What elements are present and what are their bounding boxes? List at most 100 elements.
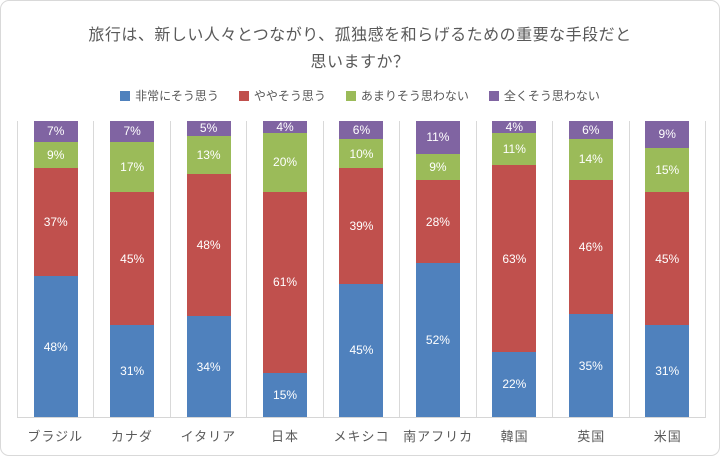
- category-slot: 4% 20% 61% 15%: [246, 121, 322, 417]
- bar-segment-label: 6%: [582, 122, 600, 137]
- stacked-bar: 7% 9% 37% 48%: [33, 121, 78, 417]
- category-axis: ブラジル カナダ イタリア 日本 メキシコ 南アフリカ 韓国 英国 米国: [17, 426, 706, 445]
- bar-segment-label: 9%: [658, 127, 676, 142]
- bar-segment-label: 46%: [578, 239, 603, 254]
- bar-segment-label: 63%: [502, 251, 527, 266]
- category-label: 韓国: [500, 429, 529, 444]
- category-slot: 6% 10% 39% 45%: [322, 121, 399, 417]
- bar-segment-label: 9%: [47, 147, 65, 162]
- legend-item: 全くそう思わない: [488, 87, 600, 104]
- legend-label: 非常にそう思う: [135, 89, 219, 103]
- bar-segment-label: 22%: [502, 377, 527, 392]
- bar-segment: 6%: [568, 121, 613, 139]
- legend-item: ややそう思う: [238, 87, 326, 104]
- category-label: メキシコ: [333, 429, 390, 444]
- bar-segment: 31%: [645, 325, 690, 417]
- bar-segment: 28%: [415, 180, 460, 264]
- bar-segment-label: 37%: [43, 215, 68, 230]
- stacked-bar: 11% 9% 28% 52%: [415, 121, 460, 417]
- bar-segment: 20%: [263, 132, 308, 193]
- bar-segment: 45%: [645, 192, 690, 326]
- bar-segment: 7%: [110, 121, 155, 142]
- bar-segment-label: 11%: [426, 130, 450, 145]
- bar-segment-label: 4%: [276, 119, 294, 134]
- bar-segment: 9%: [645, 121, 690, 148]
- bar-segment-label: 7%: [123, 124, 141, 139]
- bar-segment: 4%: [263, 119, 308, 134]
- bar-segment: 37%: [33, 167, 78, 277]
- legend-item: あまりそう思わない: [345, 87, 469, 104]
- bar-segment: 39%: [339, 168, 384, 284]
- bar-segment: 46%: [568, 179, 613, 315]
- bar-segment-label: 6%: [352, 122, 371, 137]
- stacked-bar: 6% 10% 39% 45%: [339, 121, 384, 417]
- legend-swatch-icon: [488, 90, 499, 101]
- bar-segment: 15%: [645, 147, 690, 193]
- bar-segment-label: 14%: [578, 152, 603, 167]
- bar-segment: 10%: [339, 138, 384, 169]
- bar-segment: 48%: [186, 174, 231, 317]
- stacked-bar: 6% 14% 46% 35%: [568, 121, 613, 417]
- bar-segment-label: 5%: [199, 121, 218, 136]
- bar-segment-label: 10%: [349, 146, 374, 161]
- bar-segment: 63%: [492, 165, 537, 352]
- bar-segment: 7%: [33, 121, 78, 142]
- category-label: 米国: [653, 429, 682, 444]
- bar-segment-label: 39%: [349, 219, 374, 234]
- legend-label: ややそう思う: [253, 89, 326, 103]
- category-label: 英国: [577, 429, 606, 444]
- bar-segment: 22%: [492, 351, 537, 417]
- bar-segment-label: 48%: [43, 339, 68, 354]
- bar-segment-label: 20%: [273, 155, 298, 170]
- category-slot: 11% 9% 28% 52%: [399, 121, 475, 417]
- stacked-bar: 4% 20% 61% 15%: [263, 119, 308, 417]
- plot-area: 7% 9% 37% 48% 7% 17% 45% 31% 5% 13% 48% 34% 4% 20% 61%…: [17, 121, 706, 418]
- bar-segment-label: 48%: [196, 238, 221, 253]
- legend-label: 全くそう思わない: [503, 89, 600, 103]
- legend-swatch-icon: [120, 90, 131, 101]
- bar-segment: 4%: [492, 121, 537, 133]
- category-label: 南アフリカ: [403, 429, 474, 444]
- bar-segment-label: 17%: [120, 159, 145, 174]
- bar-segment-label: 35%: [578, 358, 603, 373]
- category-label: 日本: [270, 429, 299, 444]
- bar-segment-label: 15%: [273, 387, 298, 402]
- bar-segment: 9%: [33, 141, 78, 168]
- category-slot: 7% 9% 37% 48%: [17, 121, 93, 417]
- bar-segment: 61%: [263, 192, 308, 373]
- legend-label: あまりそう思わない: [360, 89, 469, 103]
- stacked-bar: 7% 17% 45% 31%: [110, 121, 155, 417]
- bar-segment-label: 45%: [120, 251, 145, 266]
- chart-title-line2: 思いますか？: [310, 54, 410, 71]
- stacked-bar: 9% 15% 45% 31%: [645, 121, 690, 417]
- bar-segment: 13%: [186, 135, 231, 175]
- legend-swatch-icon: [345, 90, 356, 101]
- bar-segment: 5%: [186, 121, 231, 136]
- bar-segment: 14%: [568, 138, 613, 180]
- stacked-bar: 5% 13% 48% 34%: [186, 121, 231, 417]
- bar-segment: 52%: [415, 263, 460, 417]
- bar-segment-label: 15%: [655, 162, 680, 177]
- bar-segment: 31%: [110, 325, 155, 417]
- category-slot: 4% 11% 63% 22%: [475, 121, 552, 417]
- legend-swatch-icon: [238, 90, 249, 101]
- bar-segment-label: 31%: [120, 364, 145, 379]
- chart-title: 旅行は、新しい人々とつながり、孤独感を和らげるための重要な手段だと 思いますか？: [1, 22, 719, 76]
- bar-segment-label: 45%: [655, 251, 680, 266]
- legend-item: 非常にそう思う: [120, 87, 219, 104]
- bar-segment-label: 11%: [502, 142, 526, 157]
- category-slot: 5% 13% 48% 34%: [169, 121, 246, 417]
- bar-segment: 34%: [186, 316, 231, 417]
- bar-segment-label: 9%: [429, 159, 447, 174]
- bar-segment: 48%: [33, 276, 78, 417]
- category-slot: 9% 15% 45% 31%: [628, 121, 705, 417]
- bar-segment: 11%: [492, 132, 537, 166]
- bar-segment: 45%: [110, 192, 155, 326]
- bar-segment-label: 52%: [425, 333, 450, 347]
- bar-segment: 9%: [415, 153, 460, 181]
- bar-segment: 17%: [110, 141, 155, 193]
- category-label: イタリア: [180, 429, 237, 444]
- stacked-bar: 4% 11% 63% 22%: [492, 121, 537, 417]
- category-label: カナダ: [110, 429, 153, 444]
